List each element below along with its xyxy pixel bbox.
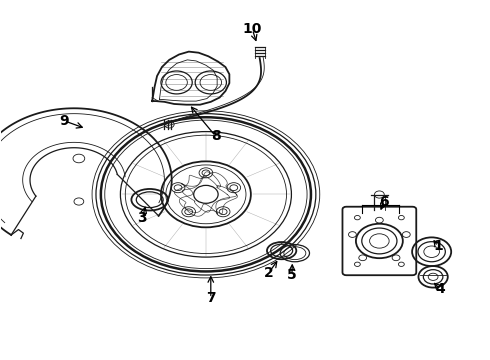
Text: 1: 1 [433,239,443,253]
Text: 9: 9 [59,114,69,128]
Text: 7: 7 [206,291,216,305]
Text: 3: 3 [138,211,147,225]
Text: 2: 2 [264,266,273,280]
Text: 4: 4 [436,282,445,296]
FancyBboxPatch shape [343,207,416,275]
Text: 6: 6 [379,194,389,208]
Text: 5: 5 [287,268,297,282]
Text: 8: 8 [211,129,220,143]
Text: 10: 10 [243,22,262,36]
